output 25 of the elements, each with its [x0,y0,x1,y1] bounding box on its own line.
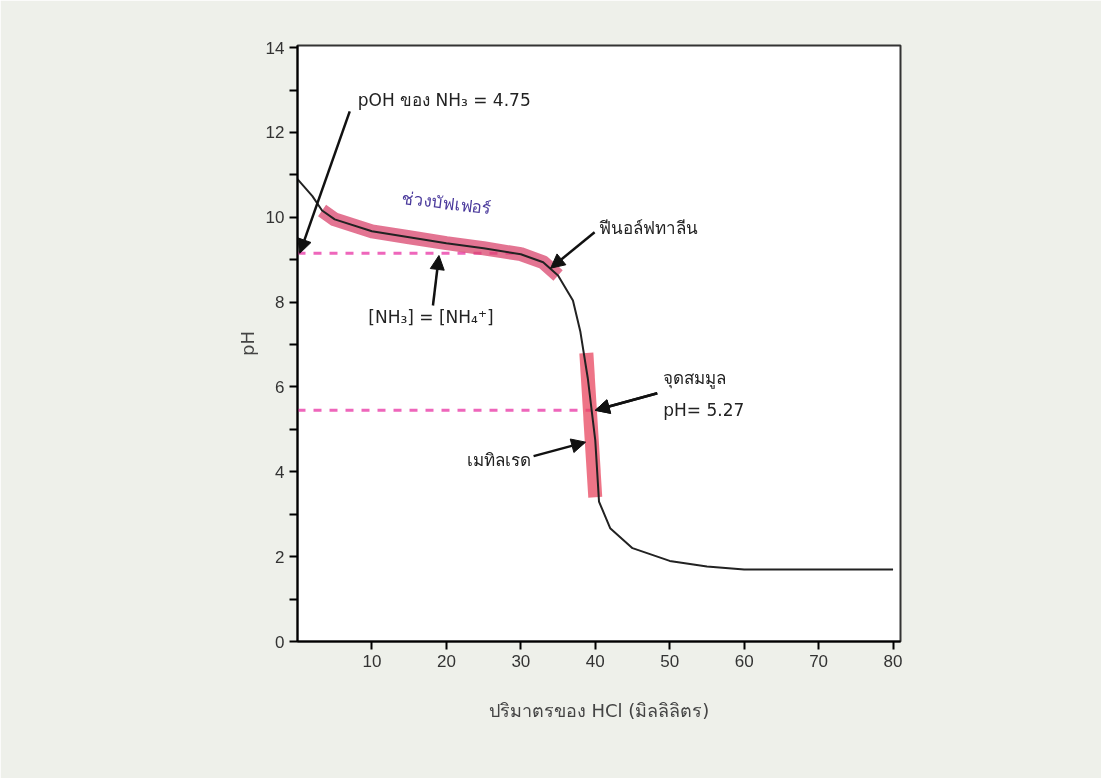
y-axis-title: pH [236,331,258,356]
x-tick-label: 40 [585,651,605,671]
annotation: pH= 5.27 [663,400,745,421]
y-tick-label: 0 [275,632,285,652]
annotation: pOH ของ NH₃ = 4.75 [357,90,531,111]
x-tick-label: 80 [883,651,903,671]
x-tick-label: 20 [436,651,456,671]
y-tick-label: 12 [265,123,285,143]
x-tick-label: 60 [734,651,754,671]
annotation: เมทิลเรด [466,450,531,471]
y-tick-label: 8 [275,293,285,313]
annotation: ฟีนอล์ฟทาลีน [598,218,698,239]
x-tick-label: 70 [809,651,829,671]
annotation: [NH₃] = [NH₄⁺] [368,307,494,328]
annotation: ช่วงบัฟเฟอร์ [400,187,493,219]
annotation: จุดสมมูล [663,368,727,390]
x-axis-title: ปริมาตรของ HCl (มิลลิลิตร) [488,699,710,721]
y-tick-label: 2 [275,547,285,567]
y-tick-label: 10 [265,208,285,228]
x-tick-label: 50 [660,651,680,671]
x-tick-label: 10 [362,651,382,671]
y-tick-label: 14 [265,38,285,58]
y-tick-label: 4 [275,462,285,482]
y-tick-label: 6 [275,377,285,397]
x-tick-label: 30 [511,651,531,671]
